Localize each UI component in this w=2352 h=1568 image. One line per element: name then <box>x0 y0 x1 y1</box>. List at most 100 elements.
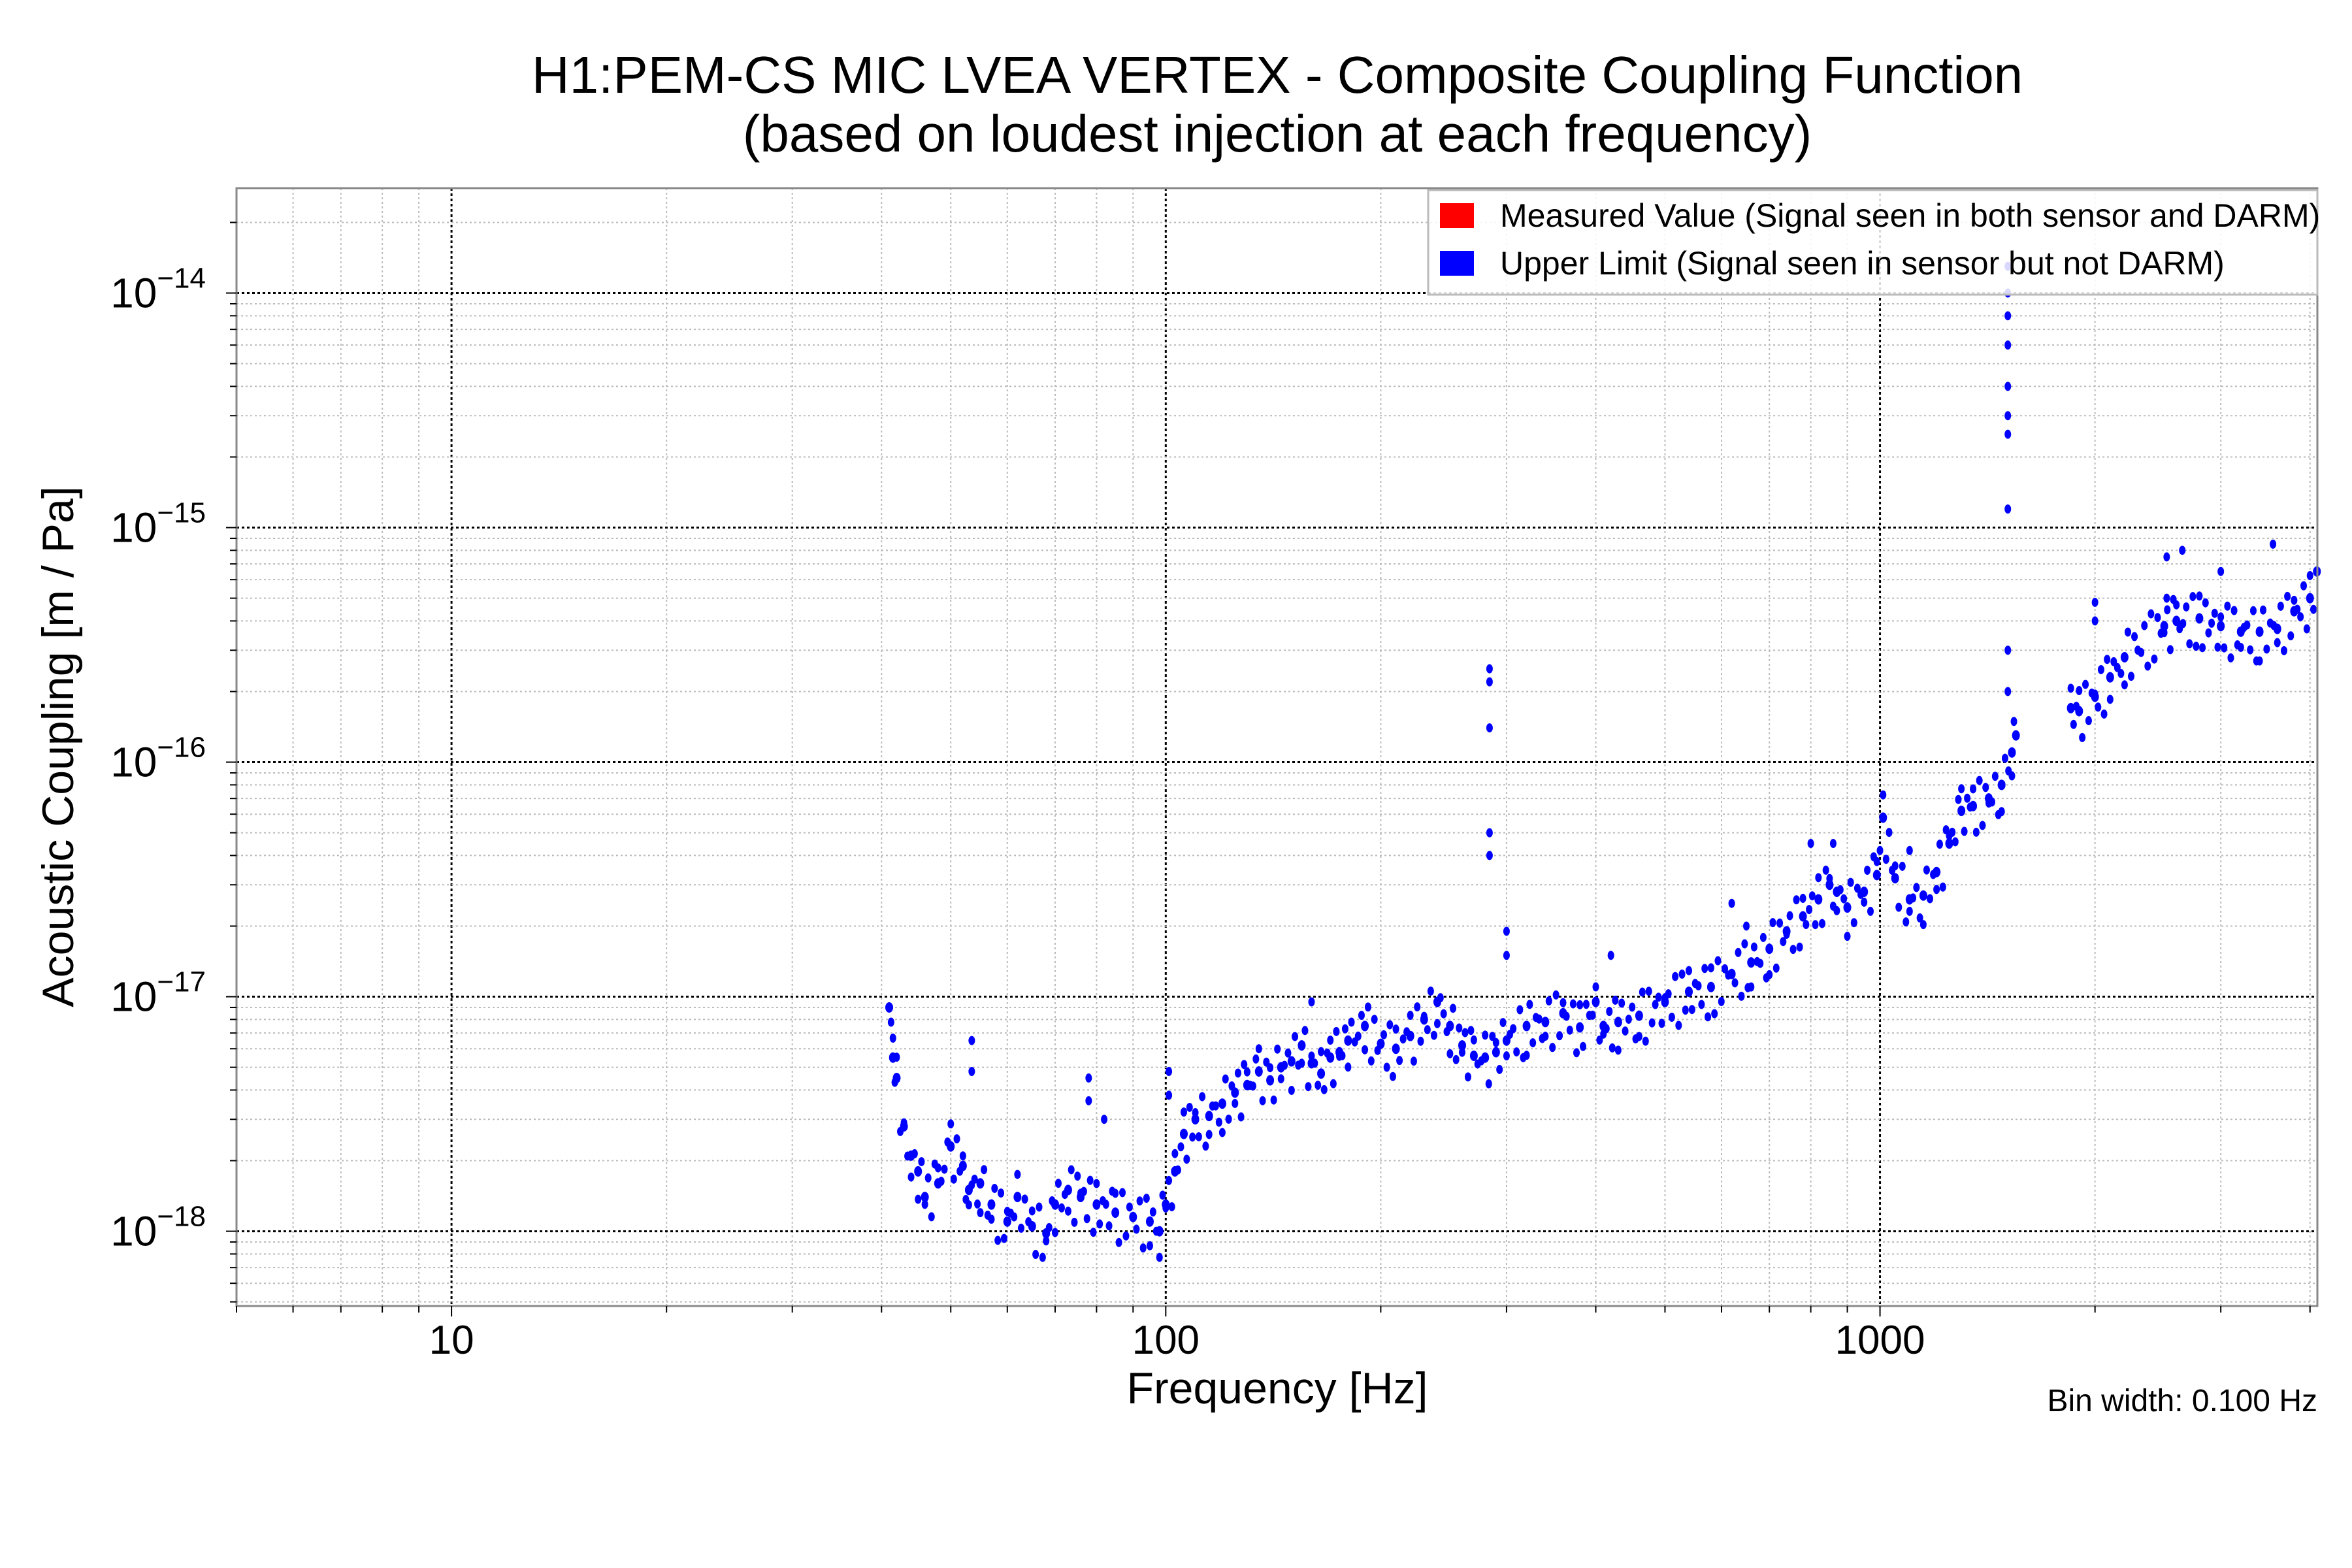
upper-limit-point <box>953 1134 960 1144</box>
upper-limit-point <box>1330 1079 1337 1088</box>
upper-limit-point <box>2217 621 2225 632</box>
upper-limit-point <box>1592 996 1600 1007</box>
upper-limit-point <box>1126 1202 1133 1212</box>
upper-limit-point <box>2012 730 2020 741</box>
upper-limit-point <box>1344 1035 1352 1046</box>
upper-limit-point <box>1433 1019 1441 1028</box>
upper-limit-point <box>2164 605 2171 615</box>
upper-limit-point <box>1392 1024 1399 1034</box>
upper-limit-point <box>1298 1058 1305 1068</box>
upper-limit-spike-point <box>1486 828 1493 838</box>
upper-limit-point <box>1406 1030 1414 1041</box>
upper-limit-point <box>1274 1044 1281 1054</box>
upper-limit-point <box>1701 964 1708 973</box>
upper-limit-point <box>1482 1030 1489 1040</box>
upper-limit-point <box>2131 632 2138 642</box>
upper-limit-point <box>1028 1220 1036 1232</box>
upper-limit-point <box>1952 837 1959 847</box>
upper-limit-spike-point <box>2004 429 2012 439</box>
upper-limit-point <box>2104 655 2111 664</box>
upper-limit-point <box>1064 1184 1072 1196</box>
legend-label-measured: Measured Value (Signal seen in both sens… <box>1500 197 2320 234</box>
upper-limit-point <box>1738 991 1745 1001</box>
upper-limit-point <box>1083 1214 1090 1224</box>
upper-limit-point <box>2230 606 2238 615</box>
upper-limit-spike-point <box>1166 1090 1173 1100</box>
upper-limit-point <box>1225 1114 1232 1124</box>
upper-limit-point <box>1440 1009 1447 1019</box>
upper-limit-point <box>1143 1194 1150 1203</box>
upper-limit-point <box>1003 1216 1011 1227</box>
upper-limit-point <box>1919 890 1927 901</box>
upper-limit-point <box>1796 942 1803 952</box>
upper-limit-point <box>1051 1228 1058 1237</box>
upper-limit-point <box>1867 906 1874 916</box>
upper-limit-spike-point <box>1085 1096 1092 1105</box>
upper-limit-point <box>2300 581 2307 591</box>
upper-limit-point <box>1957 806 1966 817</box>
upper-limit-spike-point <box>2004 311 2012 321</box>
upper-limit-point <box>1149 1207 1156 1217</box>
upper-limit-point <box>1287 1056 1296 1067</box>
upper-limit-point <box>1933 866 1941 877</box>
grid-lines <box>236 188 2317 1306</box>
upper-limit-point <box>1665 989 1672 999</box>
upper-limit-point <box>892 1073 901 1084</box>
upper-limit-point <box>1923 865 1930 875</box>
upper-limit-point <box>1635 1010 1643 1021</box>
upper-limit-point <box>1899 861 1906 871</box>
upper-limit-point <box>1093 1179 1100 1188</box>
upper-limit-spike-point <box>1829 839 1837 849</box>
upper-limit-point <box>941 1164 948 1174</box>
upper-limit-point <box>2297 612 2304 622</box>
upper-limit-spike-point <box>1101 1115 1108 1124</box>
upper-limit-spike-point <box>1728 898 1735 908</box>
upper-limit-spike-point <box>968 1066 975 1076</box>
upper-limit-point <box>1596 1035 1603 1045</box>
upper-limit-point <box>1218 1098 1226 1109</box>
axis-ticks: 10 100 1000 10−18 10−17 10−16 10−15 10−14 <box>110 221 2311 1363</box>
upper-limit-point <box>1305 1082 1312 1092</box>
upper-limit-point <box>1891 873 1899 884</box>
upper-limit-point <box>1186 1102 1193 1112</box>
upper-limit-point <box>1685 966 1692 975</box>
upper-limit-point <box>1895 902 1903 912</box>
chart-subtitle: (based on loudest injection at each freq… <box>743 105 1812 163</box>
upper-limit-spike-point <box>2270 539 2277 549</box>
upper-limit-point <box>1759 932 1767 942</box>
upper-limit-point <box>1549 1043 1556 1053</box>
upper-limit-point <box>907 1172 915 1182</box>
upper-limit-point <box>2010 717 2017 727</box>
upper-limit-point <box>1905 894 1914 905</box>
upper-limit-point <box>1705 1012 1712 1022</box>
upper-limit-point <box>2183 602 2190 612</box>
upper-limit-point <box>1396 1056 1403 1066</box>
upper-limit-point <box>1222 1074 1229 1084</box>
upper-limit-point <box>958 1160 967 1171</box>
upper-limit-point <box>1064 1206 1071 1216</box>
upper-limit-point <box>1068 1165 1075 1175</box>
upper-limit-point <box>1799 911 1807 922</box>
upper-limit-point <box>2291 595 2298 605</box>
upper-limit-point <box>1982 783 1989 792</box>
upper-limit-point <box>1844 932 1851 941</box>
upper-limit-point <box>1675 1021 1682 1030</box>
upper-limit-point <box>2214 642 2221 652</box>
upper-limit-point <box>1430 1030 1437 1040</box>
upper-limit-point <box>1464 1072 1471 1082</box>
upper-limit-point <box>1747 957 1756 968</box>
upper-limit-point <box>1526 1000 1533 1009</box>
upper-limit-point <box>1036 1202 1043 1212</box>
upper-limit-point <box>2287 631 2295 641</box>
upper-limit-point <box>1017 1223 1024 1233</box>
upper-limit-point <box>1315 1081 1322 1090</box>
upper-limit-point <box>1955 794 1962 804</box>
upper-limit-point <box>1386 1020 1394 1030</box>
upper-limit-point <box>2303 624 2310 634</box>
upper-limit-point <box>1919 920 1927 930</box>
upper-limit-point <box>1327 1036 1334 1045</box>
upper-limit-point <box>1552 990 1560 1000</box>
x-tick-label: 100 <box>1132 1318 1200 1363</box>
upper-limit-point <box>1945 838 1953 849</box>
upper-limit-point <box>1496 1064 1503 1074</box>
